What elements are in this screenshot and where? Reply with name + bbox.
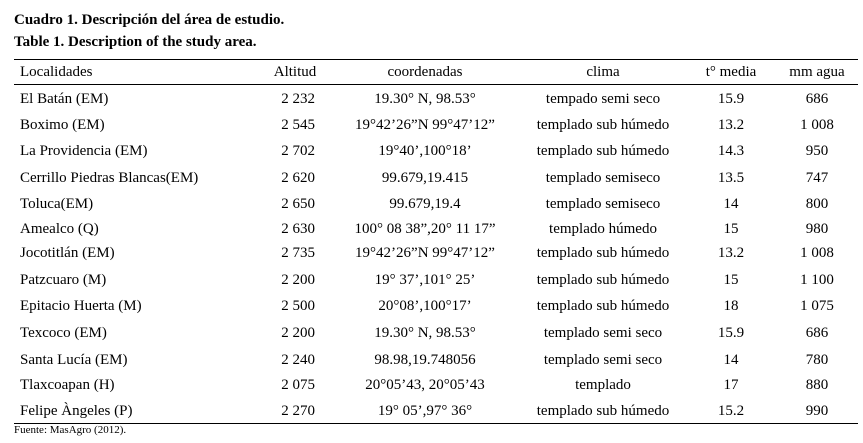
- cell: templado húmedo: [549, 221, 657, 237]
- cell: 19°42’26”N 99°47’12”: [355, 245, 495, 261]
- cell: 19°42’26”N 99°47’12”: [355, 117, 495, 133]
- cell: 14.3: [717, 143, 745, 159]
- cell: 2 200: [281, 272, 315, 288]
- cell: 15: [723, 272, 739, 288]
- cell: 980: [805, 221, 829, 237]
- cell: templado sub húmedo: [536, 298, 670, 314]
- cell: Amealco (Q): [20, 221, 99, 237]
- cell: 19.30° N, 98.53°: [374, 91, 476, 107]
- rule: [14, 84, 858, 85]
- rule: [14, 59, 858, 60]
- cell: Texcoco (EM): [20, 325, 107, 341]
- cell: templado semi seco: [543, 325, 663, 341]
- cell: 686: [805, 325, 829, 341]
- cell: 2 270: [281, 403, 315, 419]
- cell: 2 200: [281, 325, 315, 341]
- cell: templado: [575, 377, 631, 393]
- cell: Toluca(EM): [20, 196, 94, 212]
- column-header: t° media: [705, 64, 757, 80]
- cell: 19° 05’,97° 36°: [377, 403, 473, 419]
- cell: templado semi seco: [543, 352, 663, 368]
- cell: templado sub húmedo: [536, 245, 670, 261]
- cell: templado sub húmedo: [536, 272, 670, 288]
- cell: 15: [723, 221, 739, 237]
- cell: 13.5: [717, 170, 745, 186]
- cell: 2 232: [281, 91, 315, 107]
- cell: 800: [805, 196, 829, 212]
- cell: Epitacio Huerta (M): [20, 298, 142, 314]
- cell: 14: [723, 352, 739, 368]
- cell: 686: [805, 91, 829, 107]
- cell: templado sub húmedo: [536, 117, 670, 133]
- column-header: clima: [586, 64, 620, 80]
- cell: 880: [805, 377, 829, 393]
- cell: templado semiseco: [545, 170, 661, 186]
- cell: Jocotitlán (EM): [20, 245, 115, 261]
- cell: 950: [805, 143, 829, 159]
- cell: Santa Lucía (EM): [20, 352, 128, 368]
- column-header: Altitud: [273, 64, 317, 80]
- cell: 100° 08 38”,20° 11 17”: [354, 221, 496, 237]
- cell: 780: [805, 352, 829, 368]
- cell: 2 500: [281, 298, 315, 314]
- cell: 2 650: [281, 196, 315, 212]
- column-header: Localidades: [20, 64, 93, 80]
- cell: El Batán (EM): [20, 91, 109, 107]
- cell: 1 100: [800, 272, 834, 288]
- cell: 2 620: [281, 170, 315, 186]
- cell: 99.679,19.415: [381, 170, 469, 186]
- cell: 18: [723, 298, 739, 314]
- cell: La Providencia (EM): [20, 143, 148, 159]
- cell: tempado semi seco: [545, 91, 661, 107]
- cell: 2 240: [281, 352, 315, 368]
- cell: templado semiseco: [545, 196, 661, 212]
- cell: Felipe Àngeles (P): [20, 403, 133, 419]
- source: Fuente: MasAgro (2012).: [14, 424, 127, 436]
- cell: Tlaxcoapan (H): [20, 377, 115, 393]
- rule: [14, 423, 858, 424]
- title: Cuadro 1. Descripción del área de estudi…: [14, 12, 285, 28]
- cell: 1 075: [800, 298, 834, 314]
- cell: 2 075: [281, 377, 315, 393]
- cell: 747: [805, 170, 829, 186]
- cell: 17: [723, 377, 739, 393]
- cell: 2 735: [281, 245, 315, 261]
- cell: 99.679,19.4: [389, 196, 461, 212]
- cell: 15.2: [717, 403, 745, 419]
- cell: 98.98,19.748056: [374, 352, 476, 368]
- cell: Cerrillo Piedras Blancas(EM): [20, 170, 199, 186]
- cell: 2 545: [281, 117, 315, 133]
- cell: 20°05’43, 20°05’43: [365, 377, 485, 393]
- cell: 15.9: [717, 325, 745, 341]
- title: Table 1. Description of the study area.: [14, 34, 257, 50]
- cell: 13.2: [717, 117, 745, 133]
- column-header: mm agua: [789, 64, 845, 80]
- cell: 20°08’,100°17’: [378, 298, 472, 314]
- cell: 990: [805, 403, 829, 419]
- cell: 19° 37’,101° 25’: [374, 272, 476, 288]
- column-header: coordenadas: [387, 64, 463, 80]
- cell: 1 008: [800, 245, 834, 261]
- cell: 2 630: [281, 221, 315, 237]
- cell: templado sub húmedo: [536, 143, 670, 159]
- cell: 15.9: [717, 91, 745, 107]
- cell: 2 702: [281, 143, 315, 159]
- cell: 1 008: [800, 117, 834, 133]
- cell: Patzcuaro (M): [20, 272, 107, 288]
- cell: Boximo (EM): [20, 117, 105, 133]
- cell: 13.2: [717, 245, 745, 261]
- cell: templado sub húmedo: [536, 403, 670, 419]
- cell: 19.30° N, 98.53°: [374, 325, 476, 341]
- cell: 19°40’,100°18’: [378, 143, 472, 159]
- cell: 14: [723, 196, 739, 212]
